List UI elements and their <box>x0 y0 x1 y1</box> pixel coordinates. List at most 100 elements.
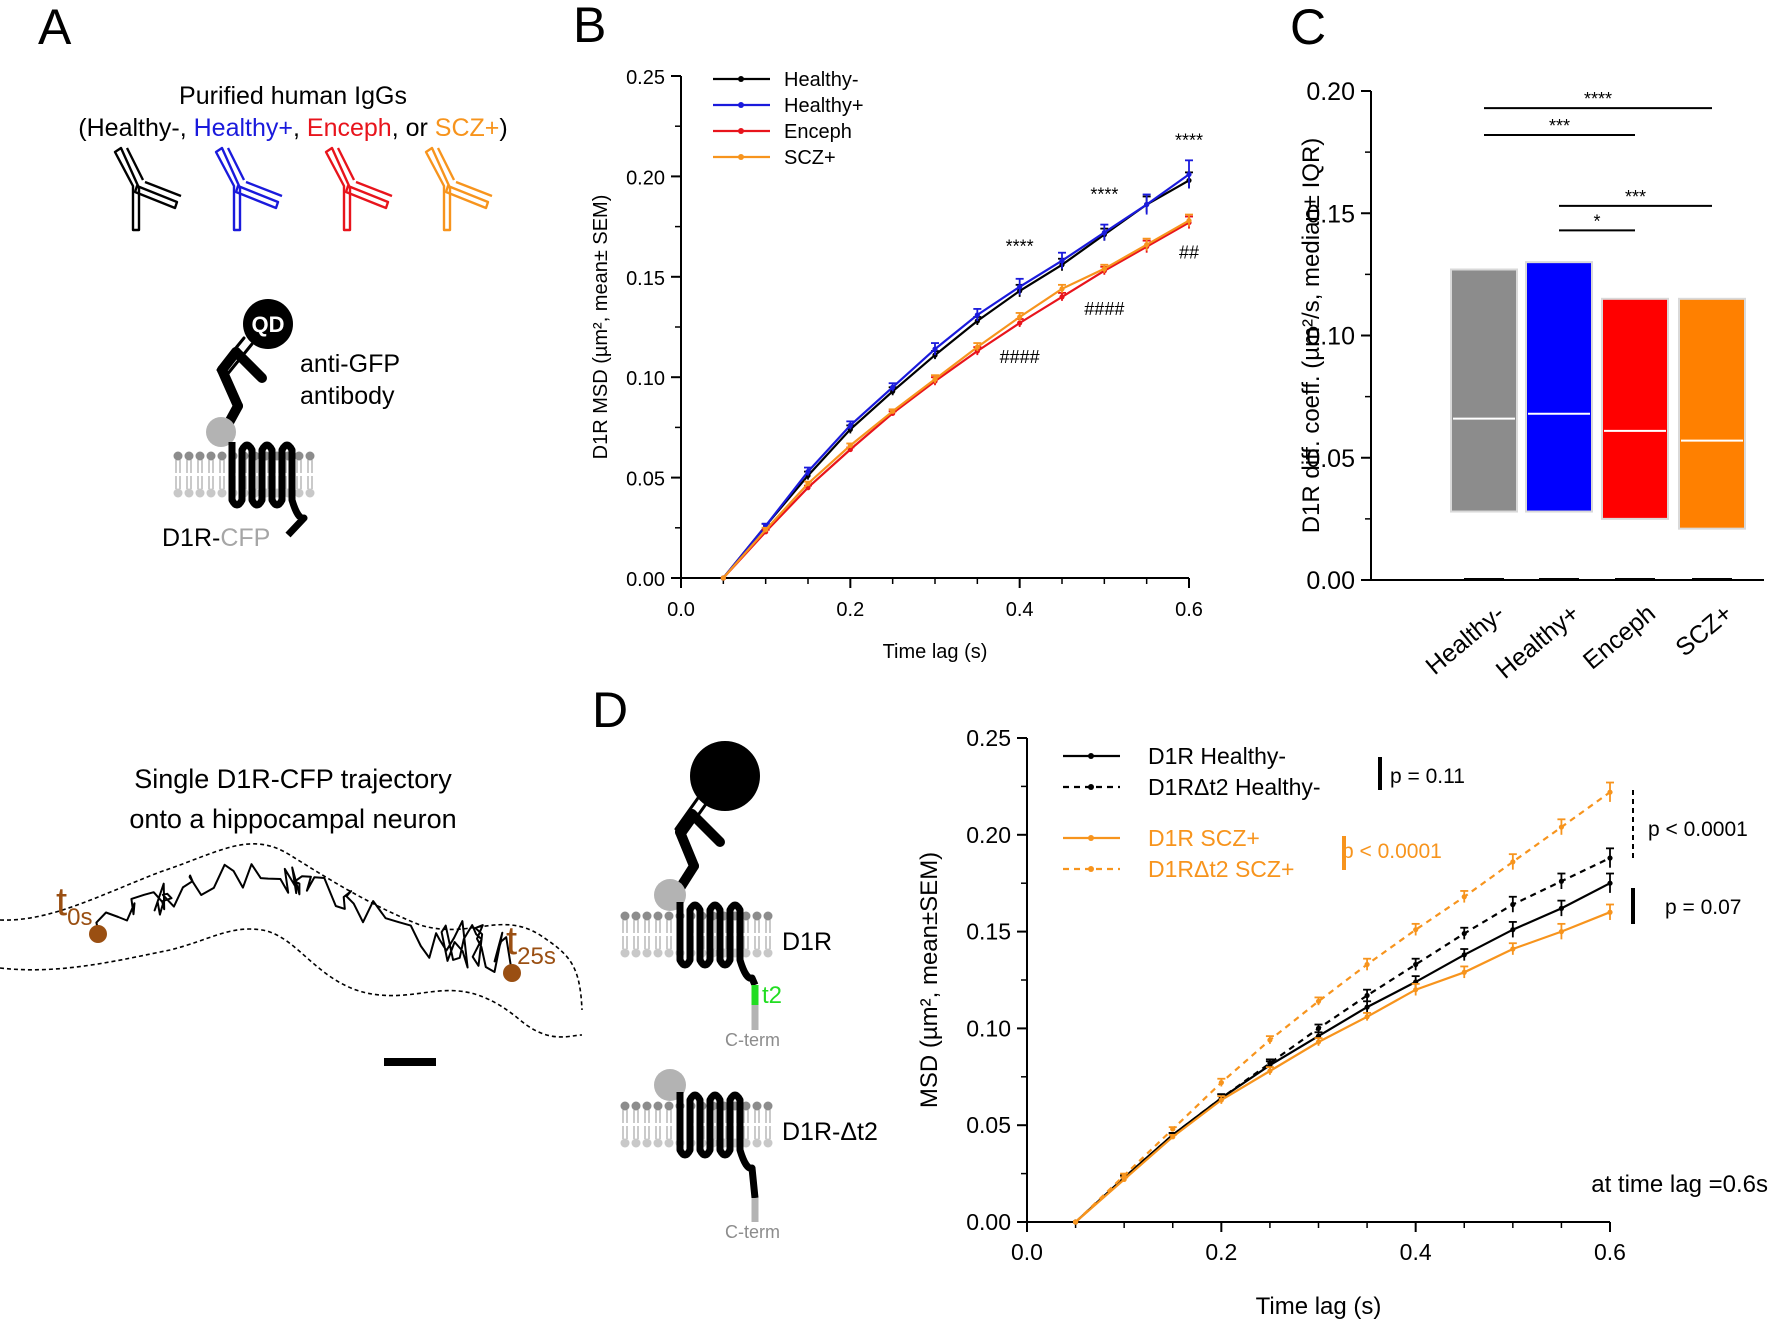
lipid-head-bottom <box>631 1138 641 1148</box>
significance-label: *** <box>1625 187 1646 207</box>
data-point <box>974 312 980 318</box>
data-point <box>1059 258 1065 264</box>
iqr-box <box>1525 261 1593 513</box>
series-d1r-t2-healthy- <box>1072 847 1614 1225</box>
lipid-head-bottom <box>763 948 773 958</box>
data-point <box>1364 992 1370 999</box>
legend-label: Healthy- <box>784 69 858 91</box>
qd-label: QD <box>252 312 285 337</box>
data-point <box>763 527 769 533</box>
significance-annotation: **** <box>1175 130 1203 150</box>
lipid-head-bottom <box>653 948 663 958</box>
series-line <box>1074 857 1611 1223</box>
lipid-head-bottom <box>173 488 183 498</box>
data-point <box>1144 242 1150 248</box>
igg-subtitle-part-1: Healthy+ <box>194 114 293 142</box>
antibody-arm2 <box>133 184 179 210</box>
data-point <box>1413 961 1419 968</box>
t0-label: t0s <box>56 880 92 931</box>
series-d1r-healthy- <box>1072 872 1614 1225</box>
y-tick-label: 0.25 <box>966 725 1011 751</box>
lipid-head-bottom <box>763 1138 773 1148</box>
data-point <box>1170 1126 1176 1132</box>
panel-a-letter: A <box>38 0 72 55</box>
stat-label: p = 0.07 <box>1665 896 1741 919</box>
category-label: Healthy+ <box>1491 599 1585 684</box>
lipid-head-bottom <box>741 948 751 958</box>
y-tick-label: 0.05 <box>1306 445 1355 473</box>
lipid-head-top <box>664 1101 674 1111</box>
data-point <box>1315 998 1322 1004</box>
x-tick-label: 0.0 <box>667 599 695 621</box>
legend-marker <box>738 76 744 82</box>
antibody-arm1 <box>424 146 452 232</box>
significance-label: *** <box>1549 116 1570 136</box>
igg-subtitle-part-6: ) <box>499 114 507 142</box>
igg-subtitle-part-4: , or <box>392 114 435 142</box>
antibody-arm4 <box>245 180 283 198</box>
panel-a: A Purified human IgGs (Healthy-, Healthy… <box>0 0 583 1066</box>
chart-b: 0.0 0.2 0.4 0.6 0.00 0.05 0.10 0.15 0.20 0.25 Time… <box>590 67 1203 663</box>
x-tick-label: 0.0 <box>1011 1239 1043 1265</box>
series-scz- <box>720 213 1193 581</box>
data-point <box>1510 901 1516 908</box>
data-point <box>1267 1068 1273 1074</box>
t25-main: t <box>506 919 517 963</box>
antibody-arm3 <box>336 147 356 181</box>
igg-title: Purified human IgGs <box>179 82 407 110</box>
y-tick-label: 0.00 <box>966 1209 1011 1235</box>
d1r-cfp-label: D1R-CFP <box>162 524 270 552</box>
series-line <box>1074 791 1611 1223</box>
x-axis-label: Time lag (s) <box>1256 1293 1382 1320</box>
lipid-head-bottom <box>305 488 315 498</box>
data-point <box>1017 314 1023 320</box>
antibody-arm2 <box>444 184 490 210</box>
y-tick-label: 0.10 <box>1306 323 1355 351</box>
lipid-head-top <box>741 911 751 921</box>
antibody-arm3 <box>436 147 456 181</box>
igg-subtitle: (Healthy-, Healthy+, Enceph, or SCZ+) <box>78 114 507 142</box>
lipid-head-top <box>653 911 663 921</box>
d1r-receptor-icon <box>228 441 308 538</box>
lipid-head-top <box>631 1101 641 1111</box>
d1r-label: D1R <box>782 928 832 956</box>
t0-sub: 0s <box>67 904 92 931</box>
y-axis-label: D1R MSD (µm², mean± SEM) <box>590 195 612 460</box>
data-point <box>932 346 938 352</box>
panel-c: C 0.00 0.05 0.10 0.15 0.20 D1R diff. coeff. (… <box>1290 0 1764 684</box>
data-point <box>1510 927 1516 933</box>
data-point <box>1510 859 1516 865</box>
data-point <box>1461 930 1467 937</box>
significance-annotation: #### <box>1084 299 1124 319</box>
lipid-head-bottom <box>620 1138 630 1148</box>
d1r-full-receptor-icon <box>676 901 759 987</box>
antibody-icon-2 <box>324 146 393 232</box>
lipid-head-top <box>763 911 773 921</box>
stat-label: p < 0.0001 <box>1342 840 1442 863</box>
stat-label: p < 0.0001 <box>1648 818 1748 841</box>
lipid-head-top <box>305 451 315 461</box>
data-point <box>1413 927 1419 933</box>
d1r-cfp-label-black: D1R- <box>162 524 220 552</box>
x-axis-label: Time lag (s) <box>883 641 988 663</box>
lipid-head-top <box>620 911 630 921</box>
chart-d: 0.0 0.2 0.4 0.6 0.00 0.05 0.10 0.15 0.20 0.25 Time… <box>916 725 1748 1320</box>
x-tick-label: 0.6 <box>1594 1239 1626 1265</box>
significance-label: **** <box>1584 89 1612 109</box>
t2-label: t2 <box>762 982 782 1009</box>
antibody-arm2 <box>344 184 390 210</box>
iqr-box <box>1601 297 1669 520</box>
lipid-head-top <box>173 451 183 461</box>
lipid-head-top <box>752 1101 762 1111</box>
trajectory-title-line2: onto a hippocampal neuron <box>129 804 456 834</box>
igg-subtitle-part-3: Enceph <box>307 114 392 142</box>
legend-marker <box>738 154 744 160</box>
data-point <box>1267 1037 1273 1043</box>
data-point <box>1558 905 1565 911</box>
neuron-outline-bottom <box>0 928 583 1038</box>
lipid-head-top <box>653 1101 663 1111</box>
y-tick-label: 0.20 <box>1306 78 1355 106</box>
antibody-arm3 <box>125 147 145 181</box>
lipid-head-top <box>206 451 216 461</box>
